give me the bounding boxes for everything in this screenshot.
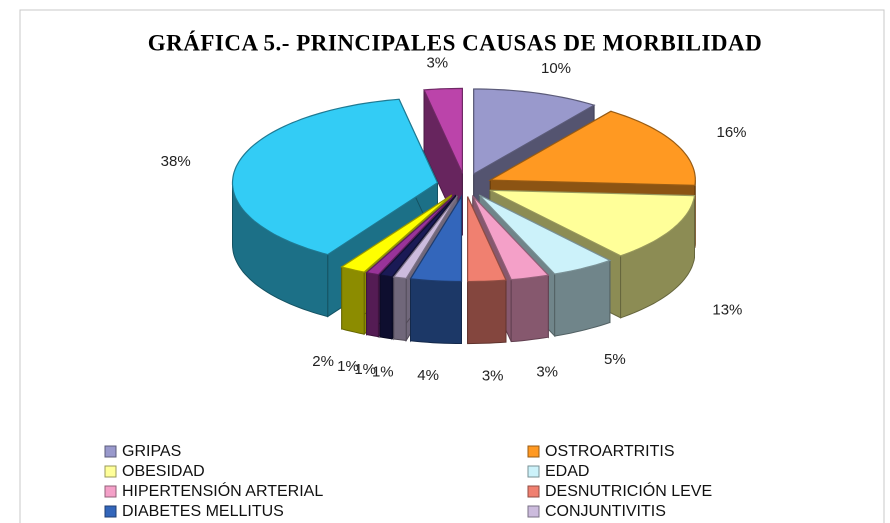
legend-swatch — [527, 485, 540, 498]
legend-swatch — [527, 445, 540, 458]
slice — [409, 194, 463, 283]
slice-wall — [366, 272, 379, 338]
data-label: 38% — [161, 153, 191, 170]
legend-label: DESNUTRICIÓN LEVE — [545, 481, 712, 500]
slice — [478, 194, 612, 275]
data-label: 5% — [604, 351, 626, 368]
slice — [378, 195, 456, 278]
legend-swatch — [104, 505, 117, 518]
data-label: 16% — [716, 124, 746, 141]
legend-label: OBESIDAD — [122, 463, 205, 480]
legend-label: CONJUNTIVITIS — [545, 503, 666, 520]
slice — [473, 88, 596, 176]
legend-swatch — [104, 485, 117, 498]
data-label: 1% — [354, 361, 376, 378]
data-label: 3% — [426, 54, 448, 71]
slice — [365, 195, 455, 276]
data-label: 1% — [372, 363, 394, 380]
data-label: 3% — [536, 363, 558, 380]
legend-label: GRIPAS — [122, 443, 181, 460]
legend-label: EDAD — [545, 463, 589, 480]
data-label: 13% — [712, 301, 742, 318]
legend-swatch — [527, 505, 540, 518]
slice-wall — [410, 278, 462, 344]
data-label: 3% — [482, 368, 504, 385]
slice-wall — [393, 276, 407, 342]
slice — [423, 87, 463, 174]
chart-title: GRÁFICA 5.- PRINCIPALES CAUSAS DE MORBIL… — [148, 30, 763, 55]
legend-swatch — [104, 445, 117, 458]
legend-label: DIABETES MELLITUS — [122, 503, 284, 520]
slice-wall — [467, 279, 507, 345]
data-label: 10% — [541, 60, 571, 77]
data-label: 4% — [417, 367, 439, 384]
slice — [392, 195, 458, 280]
slice-wall — [379, 274, 393, 340]
slice — [231, 98, 439, 256]
slice — [489, 189, 696, 257]
data-label: 2% — [312, 353, 334, 370]
slice — [340, 194, 452, 273]
legend-label: OSTROARTRITIS — [545, 443, 675, 460]
legend-label: HIPERTENSIÓN ARTERIAL — [122, 481, 323, 500]
legend-swatch — [527, 465, 540, 478]
slice — [488, 110, 696, 187]
legend-swatch — [104, 465, 117, 478]
pie — [231, 87, 696, 345]
slice-wall — [341, 266, 365, 335]
slice — [472, 195, 550, 281]
slice — [467, 196, 507, 283]
data-label: 1% — [337, 358, 359, 375]
slice-wall — [510, 274, 549, 343]
